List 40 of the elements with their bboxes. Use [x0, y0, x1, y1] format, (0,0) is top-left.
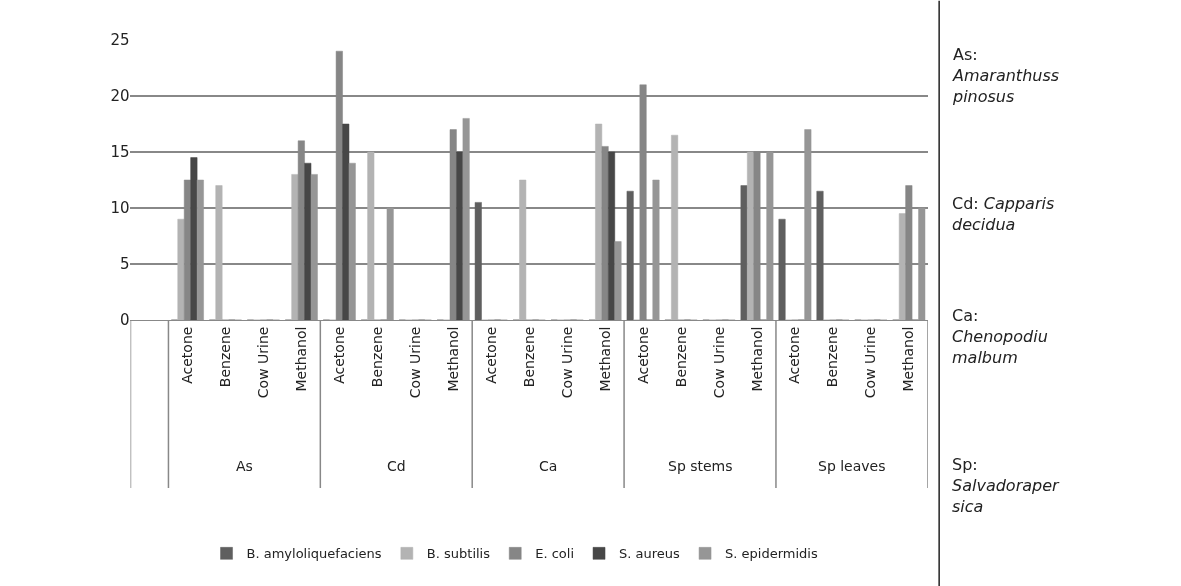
x-tick-label: Acetone — [786, 326, 803, 384]
x-tick-label: Cow Urine — [254, 326, 271, 399]
x-tick-label: Benzene — [216, 326, 233, 388]
x-tick-label: Benzene — [824, 326, 841, 388]
y-tick-label: 25 — [110, 31, 130, 50]
y-tick-label: 20 — [110, 87, 130, 106]
x-tick-label: Methanol — [596, 326, 613, 392]
x-tick-label: Cow Urine — [406, 326, 423, 399]
x-tick-label: Acetone — [482, 326, 499, 384]
x-tick-label: Cow Urine — [558, 326, 575, 399]
y-tick-label: 0 — [119, 311, 130, 330]
y-tick-label: 15 — [110, 143, 130, 162]
text: As — [236, 458, 253, 474]
x-tick-label: Acetone — [634, 326, 651, 384]
y-tick-label: 5 — [119, 255, 130, 274]
x-tick-label: Benzene — [520, 326, 537, 388]
text: Sp stems — [668, 458, 733, 474]
x-tick-label: Cow Urine — [710, 326, 727, 399]
x-tick-label: Methanol — [444, 326, 461, 392]
text: Ca — [539, 458, 558, 474]
y-tick-label: 10 — [110, 199, 130, 218]
text: Cd: Capparis decidua — [952, 194, 1055, 234]
x-tick-label: Benzene — [672, 326, 689, 388]
x-tick-label: Methanol — [900, 326, 917, 392]
legend-label: B. amyloliquefaciens — [246, 546, 382, 562]
legend-label: S. aureus — [619, 546, 681, 562]
text: Ca: Chenopodiu malbum — [952, 306, 1048, 367]
legend-label: B. subtilis — [426, 546, 491, 562]
x-tick-label: Cow Urine — [862, 326, 879, 399]
legend-label: S. epidermidis — [725, 546, 818, 562]
x-tick-label: Benzene — [368, 326, 385, 388]
text: Sp: Salvadoraper sica — [952, 455, 1061, 516]
x-tick-label: Acetone — [330, 326, 347, 384]
x-tick-label: Acetone — [178, 326, 195, 384]
x-tick-label: Methanol — [748, 326, 765, 392]
legend-label: E. coli — [535, 546, 575, 562]
text: As: Amaranthuss pinosus — [952, 45, 1060, 106]
text: Sp leaves — [818, 458, 886, 474]
text: Cd — [387, 458, 406, 474]
x-tick-label: Methanol — [292, 326, 309, 392]
